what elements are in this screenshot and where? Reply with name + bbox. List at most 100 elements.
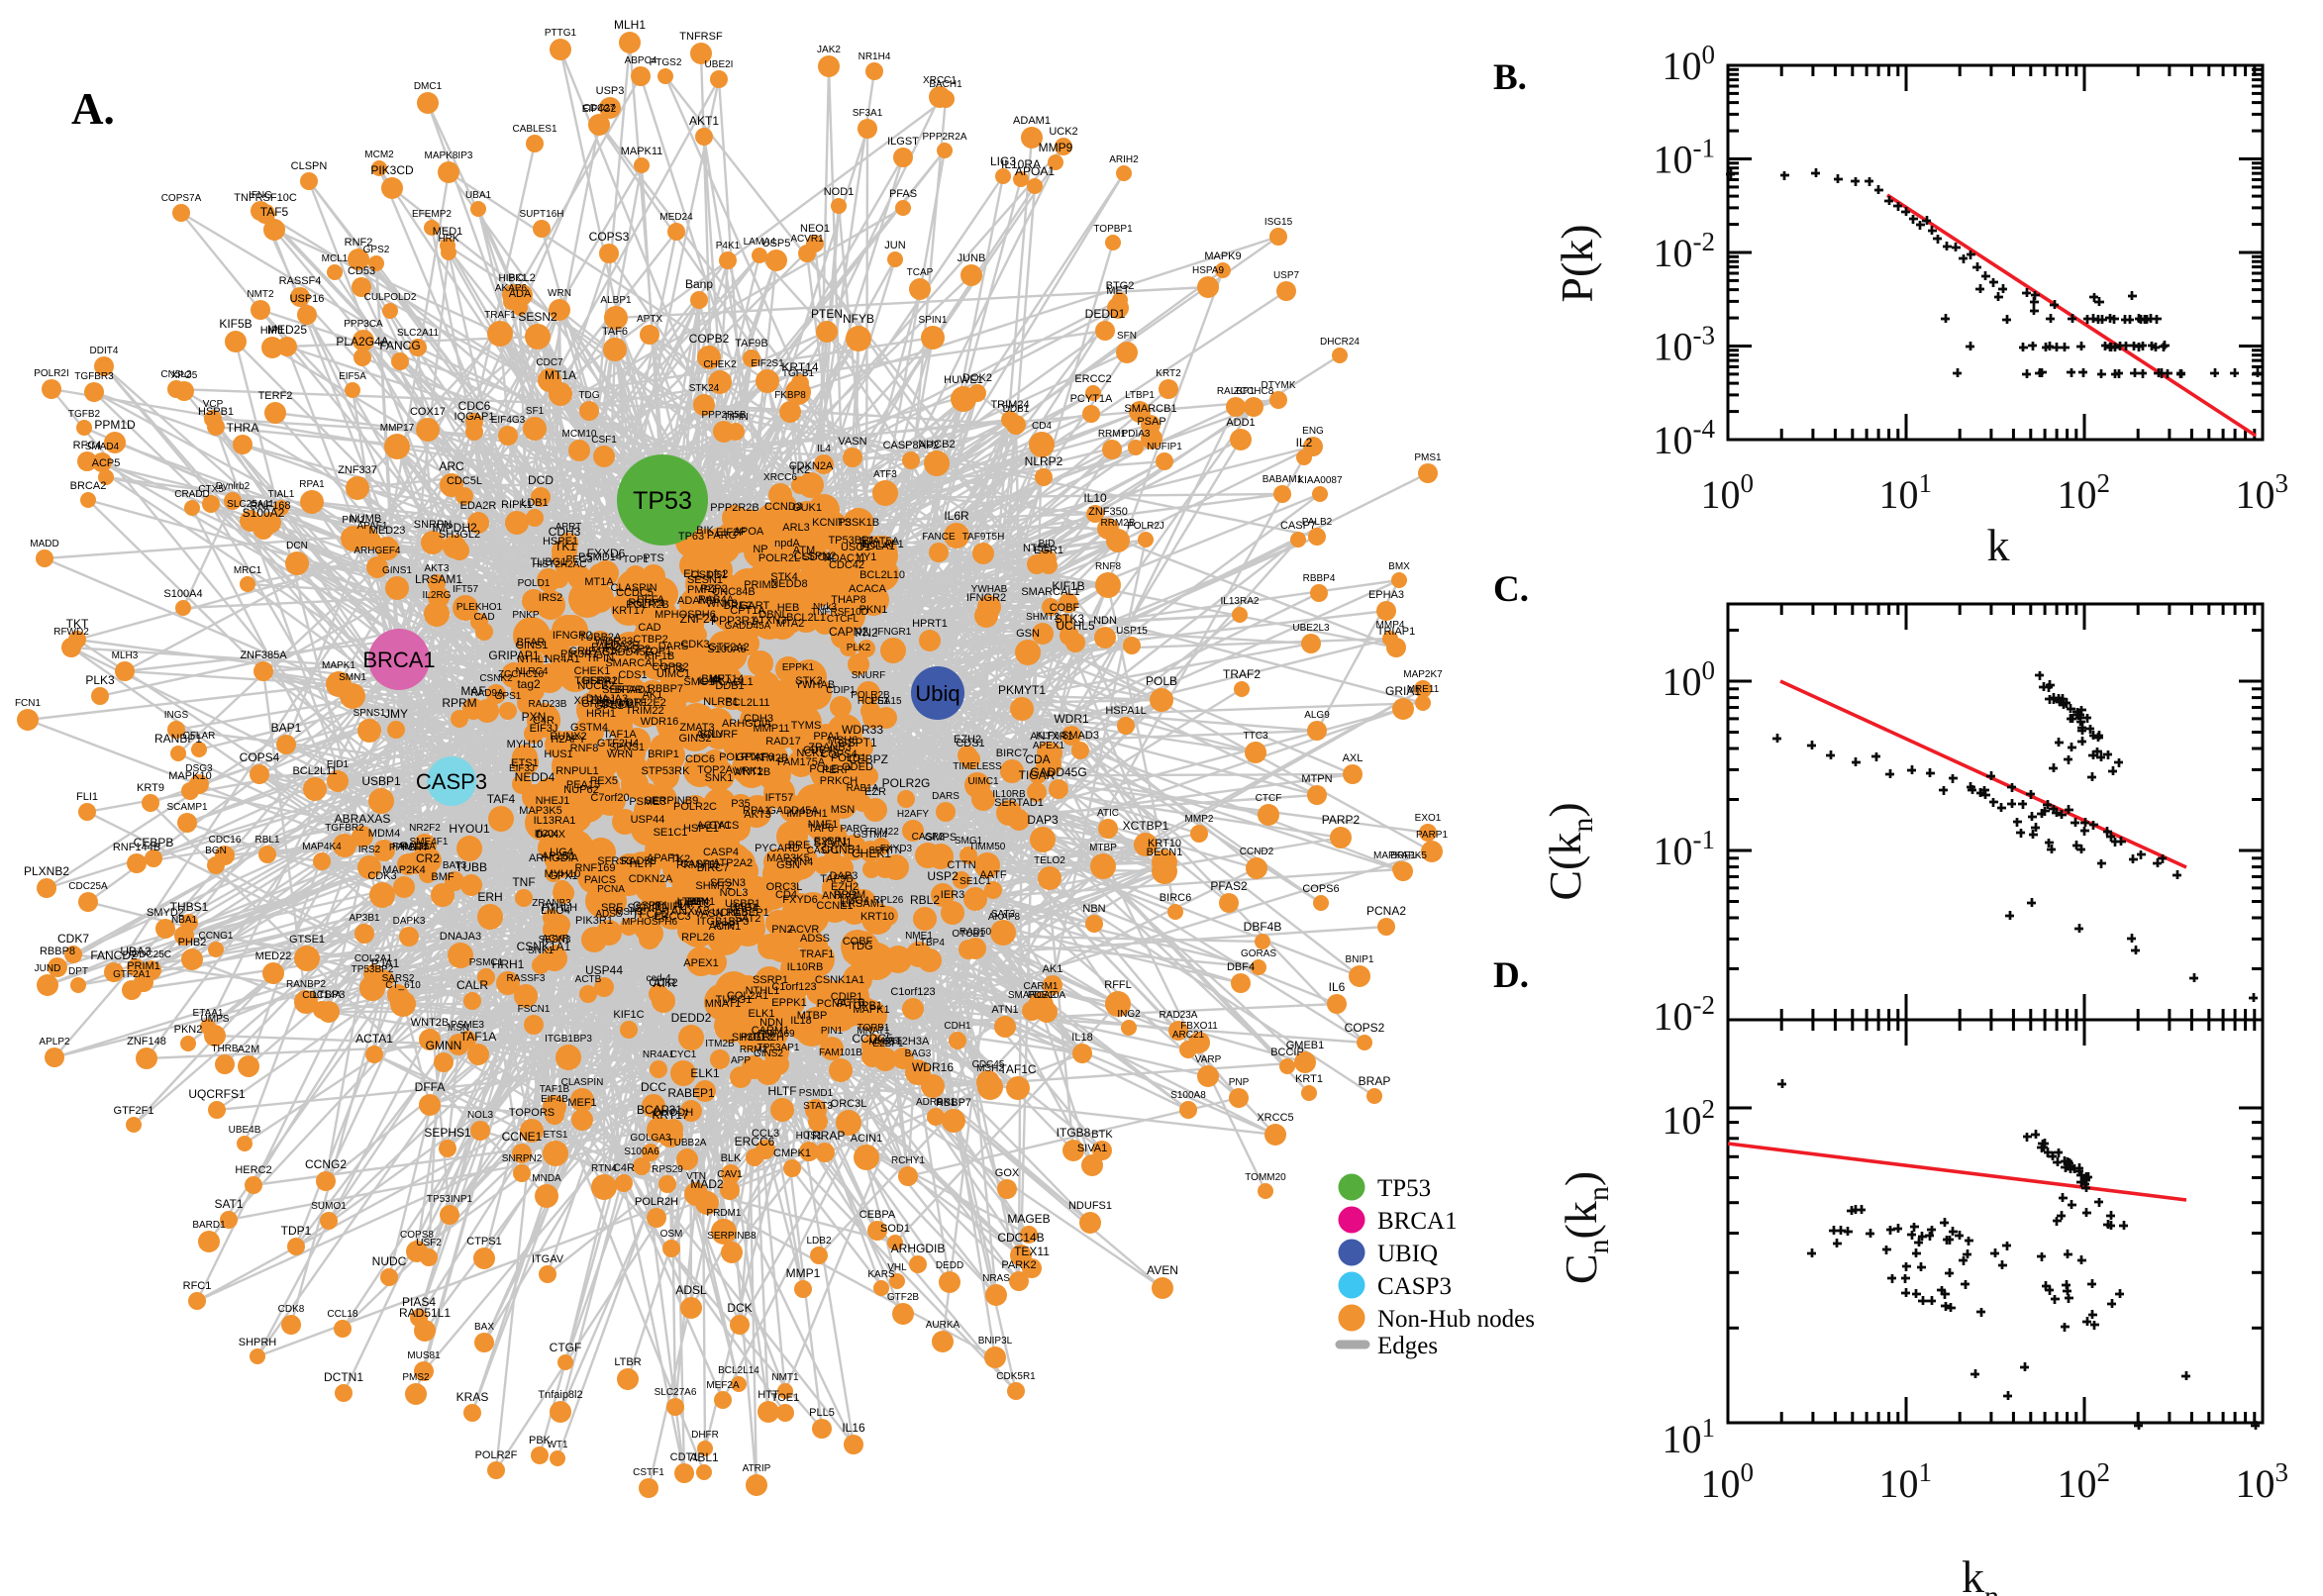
svg-text:EGR1: EGR1	[1034, 545, 1063, 556]
svg-text:COPB2: COPB2	[689, 332, 730, 346]
svg-text:PEX5: PEX5	[590, 775, 618, 787]
svg-text:CSNK1A1: CSNK1A1	[517, 940, 571, 953]
svg-text:UCK2: UCK2	[1049, 126, 1077, 138]
svg-text:TDG: TDG	[578, 390, 599, 401]
svg-text:AXL: AXL	[1343, 752, 1364, 764]
svg-text:ATRIP: ATRIP	[743, 1463, 771, 1474]
svg-text:ARHGDIA: ARHGDIA	[722, 718, 772, 730]
svg-text:KRT10: KRT10	[860, 911, 894, 923]
svg-text:ITGAV: ITGAV	[532, 1253, 564, 1265]
svg-text:VARP: VARP	[1195, 1054, 1222, 1065]
svg-text:BRE2: BRE2	[724, 600, 753, 612]
svg-text:H2AFY: H2AFY	[897, 809, 930, 820]
svg-text:SERTAD1: SERTAD1	[602, 684, 652, 696]
svg-text:TTC3: TTC3	[1244, 731, 1268, 742]
svg-text:PLA2G4A: PLA2G4A	[336, 335, 388, 349]
svg-text:KIAA0087: KIAA0087	[1297, 475, 1342, 486]
svg-text:ADRBK1: ADRBK1	[916, 1097, 956, 1108]
svg-text:CALR: CALR	[456, 978, 488, 992]
svg-text:MAPK1: MAPK1	[853, 1004, 889, 1016]
svg-text:BNIP1: BNIP1	[1346, 954, 1374, 965]
svg-text:BRAP: BRAP	[1359, 1074, 1391, 1088]
svg-text:POLR2C: POLR2C	[673, 801, 717, 813]
svg-text:DAXX: DAXX	[536, 829, 566, 841]
svg-text:GINS2: GINS2	[754, 1048, 783, 1059]
svg-text:CDC16: CDC16	[209, 835, 242, 846]
svg-text:PRKCH: PRKCH	[820, 775, 858, 787]
svg-text:EIF2S1: EIF2S1	[751, 358, 784, 369]
svg-text:THRB: THRB	[211, 1044, 239, 1054]
svg-text:BAX: BAX	[474, 1322, 494, 1333]
svg-text:MAF: MAF	[460, 684, 485, 698]
svg-text:TUBB2A: TUBB2A	[579, 632, 622, 644]
svg-text:EIF4B: EIF4B	[541, 1094, 568, 1105]
svg-text:SMARCA2: SMARCA2	[1008, 990, 1057, 1001]
svg-text:TSSK1B: TSSK1B	[838, 517, 879, 529]
svg-text:TP53: TP53	[1377, 1175, 1431, 1202]
svg-text:NUCB2: NUCB2	[918, 439, 955, 450]
svg-text:GUK1: GUK1	[792, 502, 822, 514]
svg-text:HIST2H2AC: HIST2H2AC	[532, 559, 586, 570]
svg-text:CCNE1: CCNE1	[502, 1130, 543, 1144]
svg-text:RBBP7: RBBP7	[648, 683, 683, 695]
svg-text:APP: APP	[731, 1055, 751, 1066]
svg-text:JMY: JMY	[686, 896, 709, 908]
svg-text:TAF5: TAF5	[260, 205, 289, 219]
svg-text:DEDD: DEDD	[936, 1260, 963, 1271]
svg-text:ANXA3: ANXA3	[822, 890, 858, 902]
svg-text:COBF: COBF	[843, 936, 873, 948]
svg-text:SPRTN: SPRTN	[868, 846, 902, 856]
svg-text:IQGAP1: IQGAP1	[454, 411, 495, 423]
svg-text:NHEJ1: NHEJ1	[536, 795, 570, 807]
svg-text:MMP17: MMP17	[380, 423, 415, 434]
svg-text:PPP2R5B: PPP2R5B	[701, 410, 746, 421]
svg-text:NR4A1: NR4A1	[643, 1049, 675, 1060]
svg-text:ADSS: ADSS	[800, 933, 830, 945]
svg-text:LIG3: LIG3	[990, 154, 1016, 168]
svg-text:RNF168: RNF168	[251, 500, 291, 512]
svg-text:PLL5: PLL5	[809, 1407, 835, 1419]
svg-text:DAP3: DAP3	[1027, 813, 1059, 827]
svg-text:ATP2A2: ATP2A2	[713, 857, 753, 869]
svg-text:RNF169: RNF169	[758, 1029, 795, 1040]
svg-text:Ifi204: Ifi204	[535, 829, 559, 840]
svg-text:PIAS4: PIAS4	[402, 1295, 436, 1309]
svg-text:MAGEB: MAGEB	[1007, 1212, 1050, 1226]
svg-text:CSF1: CSF1	[591, 435, 617, 446]
svg-text:TDP1: TDP1	[281, 1224, 312, 1238]
svg-text:RFFL: RFFL	[1104, 979, 1132, 991]
svg-text:MRE11: MRE11	[1407, 684, 1440, 695]
svg-text:RTN4: RTN4	[785, 856, 814, 868]
svg-text:VTN: VTN	[686, 1171, 706, 1182]
svg-text:MLH1: MLH1	[614, 18, 646, 32]
svg-text:MAP4K4: MAP4K4	[302, 842, 342, 852]
svg-text:H2AFY: H2AFY	[551, 734, 586, 746]
svg-text:MT1A: MT1A	[545, 368, 576, 382]
svg-text:PSMD14: PSMD14	[578, 551, 622, 563]
svg-text:IL18: IL18	[790, 1015, 811, 1027]
svg-text:VCP: VCP	[203, 399, 224, 410]
svg-text:USP2: USP2	[927, 869, 959, 883]
svg-text:ACTA1: ACTA1	[697, 820, 732, 832]
svg-text:DBF4: DBF4	[1227, 961, 1255, 973]
svg-text:TOPORS: TOPORS	[509, 1107, 555, 1119]
svg-text:ENG: ENG	[1302, 426, 1324, 437]
svg-text:CAV1: CAV1	[717, 1169, 743, 1180]
svg-text:ACIN1: ACIN1	[851, 1133, 882, 1145]
svg-text:SNK1: SNK1	[705, 772, 734, 784]
svg-text:APAF1: APAF1	[357, 521, 388, 532]
svg-text:POLB: POLB	[1146, 674, 1177, 688]
svg-text:RAD17: RAD17	[765, 736, 800, 748]
svg-text:GFI1B: GFI1B	[581, 698, 613, 710]
svg-text:TRRAP: TRRAP	[805, 1129, 846, 1143]
svg-text:TNFRSF10D: TNFRSF10D	[811, 607, 868, 618]
svg-text:ATR: ATR	[653, 976, 675, 990]
svg-text:KRT14: KRT14	[710, 673, 744, 685]
svg-text:BIRC7: BIRC7	[697, 862, 729, 874]
svg-text:ERCC2: ERCC2	[1074, 373, 1111, 385]
svg-text:RFC4: RFC4	[73, 440, 102, 451]
svg-text:GTF2B: GTF2B	[887, 1292, 920, 1303]
svg-text:PPA1: PPA1	[813, 731, 840, 743]
svg-text:PSME3: PSME3	[451, 1020, 484, 1031]
svg-text:PN2: PN2	[855, 626, 878, 640]
